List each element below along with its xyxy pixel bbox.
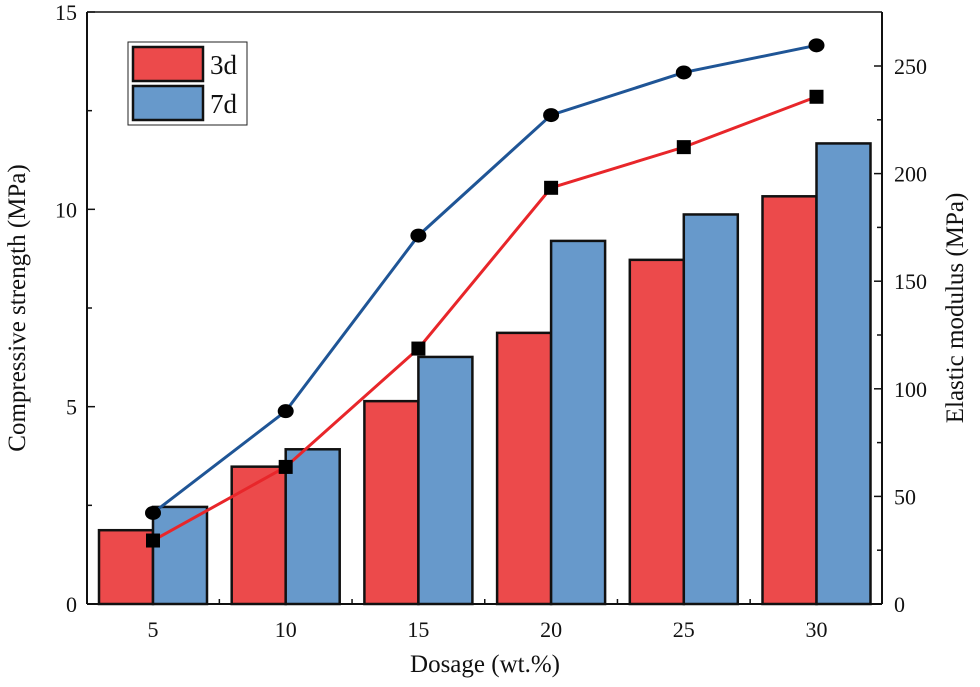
bar-7d-25: [682, 213, 740, 606]
y2-tick-label: 150: [894, 269, 927, 294]
bar-3d-30: [761, 195, 818, 606]
marker-square-10: [278, 459, 293, 474]
y2-tick-label: 100: [894, 377, 927, 402]
marker-square-25: [676, 140, 691, 155]
legend-swatch-3d: [131, 45, 205, 83]
y2-tick-label: 0: [894, 592, 905, 617]
bar-7d-15: [417, 355, 474, 606]
x-tick-label: 20: [540, 617, 562, 642]
x-tick-label: 5: [148, 617, 159, 642]
y-tick-label: 5: [66, 395, 77, 420]
line-7d: [152, 43, 817, 515]
line-3d: [152, 95, 818, 542]
marker-square-15: [411, 341, 426, 356]
marker-square-30: [809, 89, 824, 104]
marker-circle-30: [808, 38, 825, 53]
marker-circle-15: [410, 228, 427, 243]
bar-7d-30: [815, 142, 872, 606]
x-tick-label: 25: [673, 617, 695, 642]
marker-circle-25: [675, 65, 692, 80]
lines: [145, 38, 825, 548]
y2-axis-label: Elastic modulus (MPa): [942, 193, 969, 424]
marker-circle-10: [277, 404, 294, 419]
marker-circle-5: [145, 505, 161, 520]
y-axis-label: Compressive strength (MPa): [4, 164, 31, 451]
bar-3d-10: [230, 465, 287, 606]
bar-3d-15: [363, 399, 420, 606]
y2-tick-label: 50: [894, 484, 916, 509]
legend-label-3d: 3d: [210, 50, 238, 80]
bar-3d-25: [628, 258, 686, 606]
bar-7d-5: [151, 505, 209, 606]
bar-7d-10: [284, 448, 341, 606]
marker-square-20: [544, 180, 559, 195]
bars: [97, 142, 872, 606]
marker-circle-20: [543, 108, 560, 123]
bar-3d-20: [495, 331, 553, 606]
bar-7d-20: [549, 239, 607, 606]
legend-label-7d: 7d: [210, 89, 238, 119]
x-tick-label: 15: [407, 617, 429, 642]
y-tick-label: 10: [55, 197, 77, 222]
x-tick-label: 10: [275, 617, 297, 642]
y2-tick-label: 200: [894, 162, 927, 187]
legend-swatch-7d: [131, 84, 205, 122]
x-axis-label: Dosage (wt.%): [410, 651, 560, 678]
y-tick-label: 15: [55, 0, 77, 25]
x-tick-label: 30: [806, 617, 828, 642]
y2-tick-label: 250: [894, 54, 927, 79]
y-tick-label: 0: [66, 592, 77, 617]
marker-square-5: [146, 533, 160, 548]
legend: 3d 7d: [127, 41, 248, 126]
bar-3d-5: [97, 528, 155, 606]
